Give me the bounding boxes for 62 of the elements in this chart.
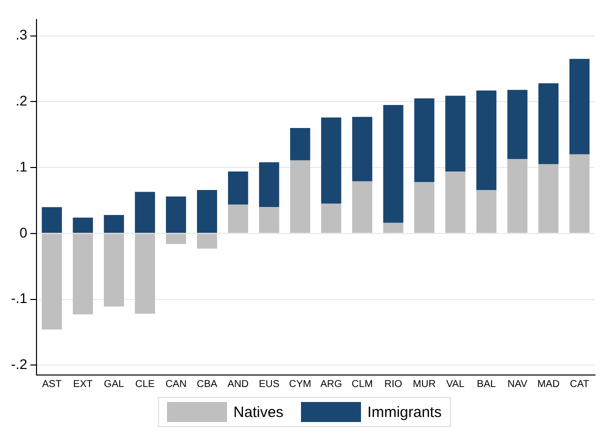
bar [104,214,124,233]
bar [352,181,372,233]
x-tick-label: CBA [196,378,218,390]
x-tick-label: GAL [104,378,124,390]
bar [507,90,528,160]
bar [72,218,93,233]
x-tick-label: CAT [570,378,590,390]
bar [352,116,372,182]
x-tick-label: CLE [135,378,156,390]
bar [383,105,404,223]
y-tick-label: .2 [16,92,28,109]
bar [196,234,218,249]
bar [166,234,186,244]
x-tick-label: NAV [507,378,528,390]
bar [134,192,156,233]
bar [321,118,342,204]
bar [290,128,310,160]
bar [259,162,280,208]
x-tick-label: EUS [258,378,280,390]
bar [476,90,496,190]
x-tick-label: ARG [320,378,342,390]
legend-label: Immigrants [367,404,442,420]
x-tick-label: MUR [412,378,436,390]
x-tick-label: EXT [73,378,93,390]
bar [321,204,342,233]
bar [383,222,404,233]
legend-label: Natives [233,404,284,420]
bar [569,154,590,233]
y-tick-label: -.2 [10,356,28,372]
bar [290,160,310,233]
bar [538,83,558,164]
x-tick-label: CYM [289,378,312,390]
bar [445,172,466,233]
bar [72,234,93,314]
bar [445,96,466,172]
bar [196,190,218,233]
bar [166,196,186,233]
x-tick-label: VAL [446,378,465,390]
bar [104,234,124,307]
bar [228,172,248,204]
bar [476,190,496,233]
bar [414,98,434,182]
bar [42,207,62,233]
y-tick-label: .1 [16,158,28,174]
bar [538,164,558,233]
bar [134,234,156,314]
bar [228,204,248,233]
y-tick-label: -.1 [10,290,28,306]
x-tick-label: RIO [384,378,402,390]
bar [414,182,434,233]
x-tick-label: BAL [476,378,496,390]
bar [507,159,528,233]
x-tick-label: AST [42,378,62,390]
bar [569,58,590,154]
x-tick-label: MAD [537,378,560,390]
bar [259,207,280,233]
x-tick-label: CLM [352,378,373,390]
y-tick-label: .3 [16,26,28,43]
bar [42,234,62,330]
y-tick-label: 0 [20,224,28,240]
x-tick-label: CAN [165,378,187,390]
x-tick-label: AND [228,378,249,390]
